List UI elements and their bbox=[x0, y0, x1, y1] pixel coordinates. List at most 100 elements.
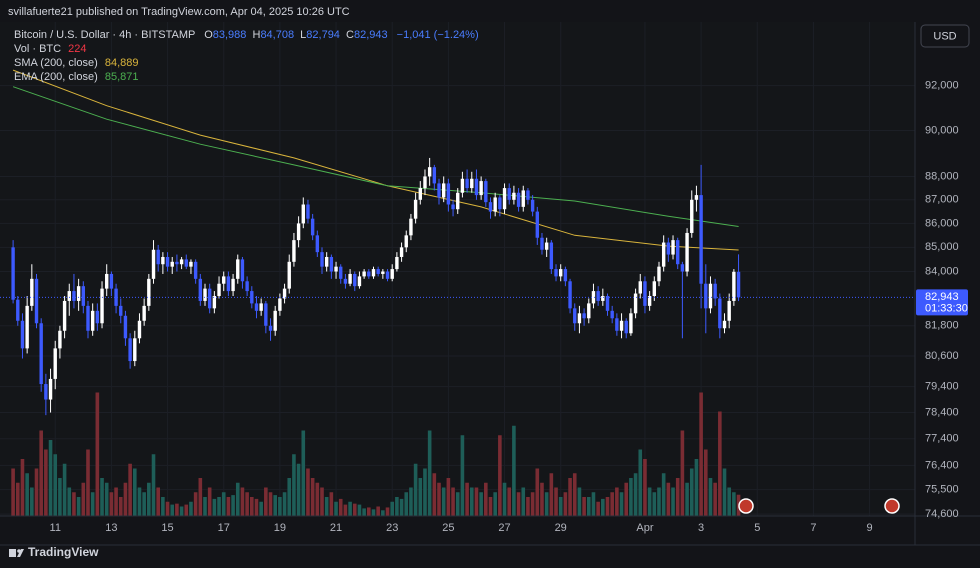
volume-bar bbox=[586, 497, 591, 516]
volume-bar bbox=[526, 497, 530, 516]
ohlc-value: 82,943 bbox=[354, 29, 388, 41]
footer-logo bbox=[9, 549, 24, 557]
volume-bar bbox=[282, 492, 287, 516]
volume-bar bbox=[399, 498, 404, 516]
x-tick-label: 5 bbox=[754, 522, 760, 534]
ohlc-value: 84,708 bbox=[260, 29, 294, 41]
candle-body bbox=[11, 247, 15, 300]
candle-body bbox=[151, 249, 156, 279]
candle-body bbox=[610, 310, 614, 319]
legend-ema: EMA (200, close) 85,871 bbox=[14, 71, 138, 83]
x-tick-label: Apr bbox=[636, 522, 653, 534]
volume-bar bbox=[390, 501, 395, 516]
volume-bar bbox=[563, 492, 568, 516]
candle-body bbox=[86, 305, 90, 331]
volume-bar bbox=[619, 492, 624, 516]
volume-bar bbox=[207, 487, 212, 516]
volume-bar bbox=[165, 501, 170, 516]
volume-bar bbox=[315, 482, 320, 516]
volume-pane bbox=[11, 392, 741, 516]
volume-bar bbox=[104, 482, 109, 516]
candle-body bbox=[544, 242, 549, 250]
x-tick-label: 23 bbox=[386, 522, 398, 534]
event-icon[interactable] bbox=[884, 498, 900, 514]
volume-bar bbox=[296, 463, 301, 516]
candle-body bbox=[638, 281, 642, 294]
ohlc-key: H bbox=[252, 29, 260, 41]
volume-bar bbox=[666, 482, 671, 516]
candle-body bbox=[395, 256, 399, 270]
volume-bar bbox=[76, 497, 81, 516]
candle-body bbox=[236, 259, 240, 279]
currency-label[interactable]: USD bbox=[933, 30, 956, 42]
volume-bar bbox=[100, 478, 104, 516]
y-tick-label: 87,000 bbox=[925, 194, 959, 206]
volume-bar bbox=[62, 463, 67, 516]
volume-bar bbox=[338, 498, 343, 516]
volume-bar bbox=[53, 454, 58, 516]
y-tick-label: 81,800 bbox=[925, 320, 959, 332]
candle-body bbox=[507, 188, 511, 200]
volume-bar bbox=[254, 498, 259, 516]
candle-body bbox=[44, 384, 48, 400]
x-tick-label: 25 bbox=[442, 522, 454, 534]
candle-body bbox=[413, 199, 418, 219]
candle-body bbox=[661, 242, 666, 267]
volume-bar bbox=[203, 497, 207, 516]
volume-bar bbox=[535, 468, 540, 516]
candle-body bbox=[193, 261, 198, 279]
candle-body bbox=[58, 330, 62, 349]
candle-body bbox=[226, 276, 231, 292]
candle-body bbox=[666, 242, 671, 255]
volume-bar bbox=[395, 497, 399, 516]
volume-bar bbox=[512, 425, 516, 516]
footer-brand: TradingView bbox=[28, 545, 99, 559]
candle-body bbox=[708, 283, 713, 309]
volume-bar bbox=[596, 501, 600, 516]
indicator-lines bbox=[12, 69, 739, 251]
volume-bar bbox=[128, 463, 132, 516]
volume-bar bbox=[48, 440, 53, 516]
candle-body bbox=[427, 167, 432, 177]
volume-bar bbox=[381, 510, 385, 516]
candle-body bbox=[123, 315, 128, 339]
volume-bar bbox=[708, 478, 713, 516]
candle-body bbox=[633, 293, 638, 314]
candle-body bbox=[105, 273, 109, 289]
candle-body bbox=[133, 338, 137, 362]
change: −1,041 (−1.24%) bbox=[397, 29, 479, 41]
candle-body bbox=[671, 240, 675, 255]
volume-bar bbox=[371, 509, 376, 516]
volume-bar bbox=[137, 487, 142, 516]
candle-body bbox=[502, 188, 507, 210]
volume-bar bbox=[521, 487, 526, 516]
volume-bar bbox=[348, 501, 352, 516]
indicator-line bbox=[12, 86, 739, 227]
volume-bar bbox=[638, 449, 643, 516]
y-tick-label: 88,000 bbox=[925, 170, 959, 182]
event-icon[interactable] bbox=[738, 498, 754, 514]
candle-body bbox=[217, 283, 221, 296]
candle-body bbox=[512, 192, 516, 200]
volume-bar bbox=[352, 503, 357, 516]
candle-body bbox=[652, 281, 657, 296]
volume-bar bbox=[240, 487, 245, 516]
currency-button[interactable] bbox=[920, 24, 970, 48]
volume-bar bbox=[367, 507, 371, 516]
candle-body bbox=[170, 261, 174, 267]
volume-bar bbox=[264, 487, 268, 516]
candle-body bbox=[460, 178, 465, 193]
volume-bar bbox=[694, 459, 699, 516]
candle-body bbox=[179, 259, 184, 265]
candle-body bbox=[404, 235, 408, 248]
volume-bar bbox=[441, 487, 446, 516]
candle-body bbox=[573, 308, 577, 324]
volume-bar bbox=[175, 503, 179, 516]
candle-body bbox=[619, 320, 624, 331]
y-tick-label: 86,000 bbox=[925, 217, 959, 229]
candle-body bbox=[231, 278, 235, 292]
y-tick-label: 80,600 bbox=[925, 350, 959, 362]
candle-body bbox=[296, 223, 301, 241]
candle-body bbox=[339, 266, 343, 279]
volume-bar bbox=[25, 473, 29, 516]
